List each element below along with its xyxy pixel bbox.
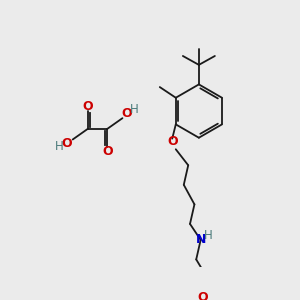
Text: N: N	[196, 233, 206, 246]
Text: O: O	[102, 145, 113, 158]
Text: O: O	[167, 135, 178, 148]
Text: O: O	[197, 291, 208, 300]
Text: O: O	[61, 136, 72, 149]
Text: H: H	[55, 140, 64, 153]
Text: H: H	[204, 229, 213, 242]
Text: O: O	[82, 100, 93, 113]
Text: H: H	[130, 103, 138, 116]
Text: O: O	[122, 107, 132, 120]
